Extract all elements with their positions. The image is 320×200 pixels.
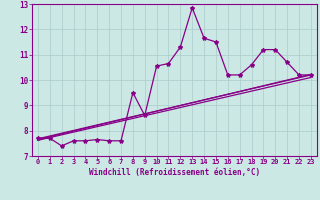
X-axis label: Windchill (Refroidissement éolien,°C): Windchill (Refroidissement éolien,°C) xyxy=(89,168,260,177)
